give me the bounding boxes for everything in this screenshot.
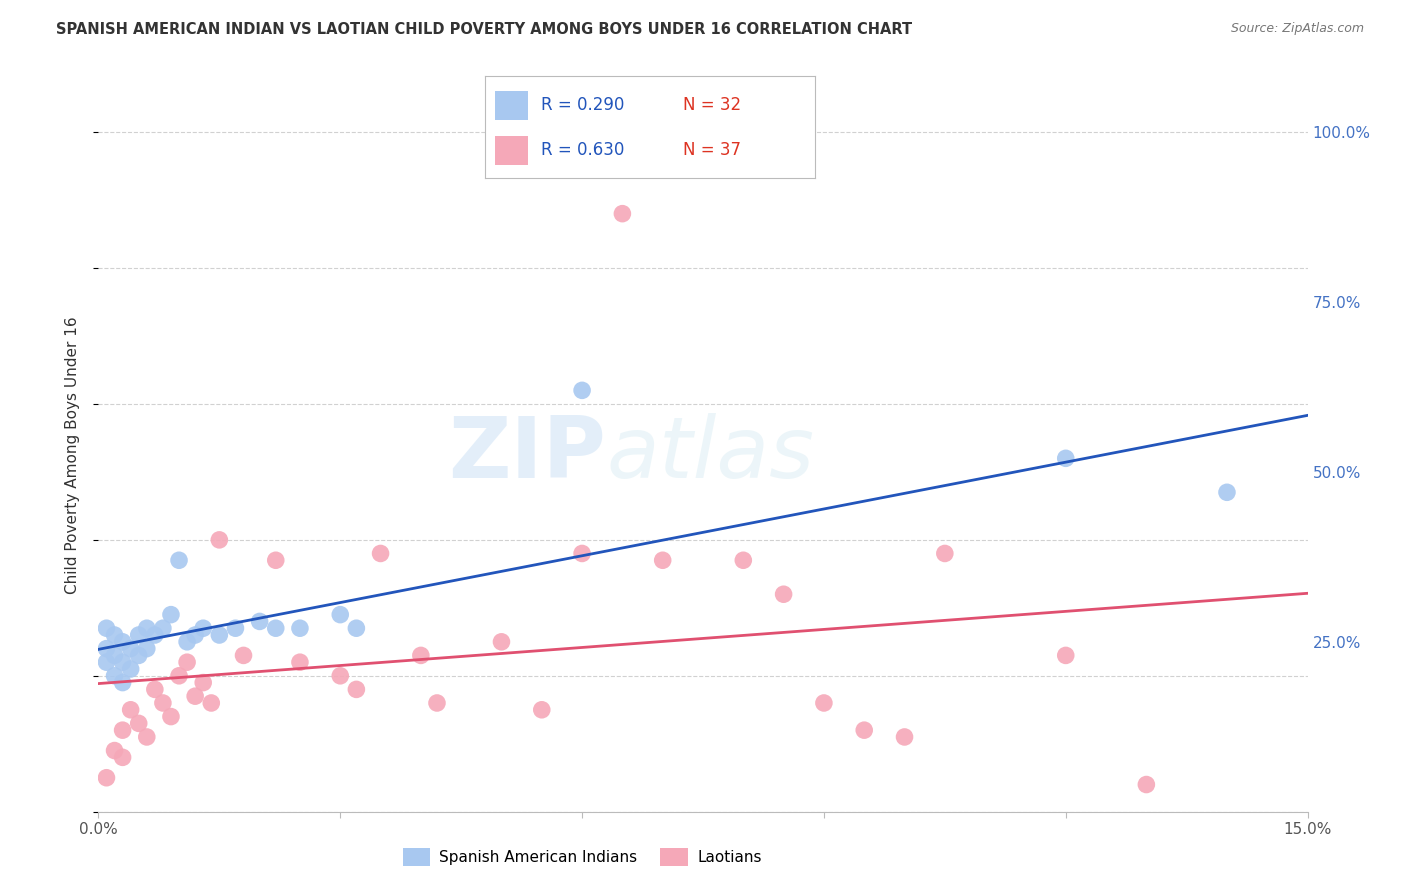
Point	[612, 207, 634, 221]
Point	[111, 723, 134, 738]
Point	[152, 696, 174, 710]
Point	[329, 607, 352, 622]
Point	[208, 628, 231, 642]
Y-axis label: Child Poverty Among Boys Under 16: Child Poverty Among Boys Under 16	[65, 316, 80, 594]
Point	[344, 682, 367, 697]
Point	[167, 553, 190, 567]
Text: N = 32: N = 32	[683, 95, 741, 113]
Point	[370, 546, 392, 560]
Point	[111, 750, 134, 764]
Point	[96, 655, 118, 669]
Point	[103, 743, 125, 757]
Point	[167, 669, 190, 683]
Point	[152, 621, 174, 635]
Point	[111, 655, 134, 669]
Point	[128, 648, 150, 663]
Point	[120, 703, 142, 717]
Point	[176, 635, 198, 649]
Text: R = 0.290: R = 0.290	[541, 95, 624, 113]
Point	[128, 716, 150, 731]
Point	[1216, 485, 1239, 500]
Point	[184, 689, 207, 703]
Point	[264, 553, 287, 567]
Point	[120, 641, 142, 656]
Point	[224, 621, 246, 635]
Text: Source: ZipAtlas.com: Source: ZipAtlas.com	[1230, 22, 1364, 36]
Point	[934, 546, 956, 560]
Point	[96, 771, 118, 785]
Point	[1054, 648, 1077, 663]
Point	[264, 621, 287, 635]
Text: atlas: atlas	[606, 413, 814, 497]
Point	[426, 696, 449, 710]
Point	[208, 533, 231, 547]
Text: ZIP: ZIP	[449, 413, 606, 497]
Point	[135, 641, 157, 656]
Point	[193, 675, 215, 690]
Point	[772, 587, 794, 601]
Point	[1135, 778, 1157, 792]
Point	[103, 628, 125, 642]
Point	[103, 648, 125, 663]
Point	[111, 675, 134, 690]
Bar	[495, 136, 529, 165]
Point	[103, 669, 125, 683]
Point	[120, 662, 142, 676]
Text: R = 0.630: R = 0.630	[541, 141, 624, 159]
Point	[160, 607, 183, 622]
Point	[329, 669, 352, 683]
Point	[193, 621, 215, 635]
Point	[200, 696, 222, 710]
Point	[160, 709, 183, 723]
Point	[96, 641, 118, 656]
Point	[184, 628, 207, 642]
Text: N = 37: N = 37	[683, 141, 741, 159]
Point	[571, 384, 593, 398]
Point	[733, 553, 755, 567]
Point	[491, 635, 513, 649]
Point	[135, 621, 157, 635]
Point	[651, 553, 673, 567]
Point	[288, 621, 311, 635]
Point	[571, 546, 593, 560]
Point	[143, 682, 166, 697]
Point	[344, 621, 367, 635]
Point	[128, 628, 150, 642]
Point	[813, 696, 835, 710]
Point	[232, 648, 254, 663]
Point	[530, 703, 553, 717]
Point	[893, 730, 915, 744]
Bar	[495, 91, 529, 120]
Point	[853, 723, 876, 738]
Point	[135, 730, 157, 744]
Point	[111, 635, 134, 649]
Point	[249, 615, 271, 629]
Point	[143, 628, 166, 642]
Point	[288, 655, 311, 669]
Point	[1054, 451, 1077, 466]
Text: SPANISH AMERICAN INDIAN VS LAOTIAN CHILD POVERTY AMONG BOYS UNDER 16 CORRELATION: SPANISH AMERICAN INDIAN VS LAOTIAN CHILD…	[56, 22, 912, 37]
Legend: Spanish American Indians, Laotians: Spanish American Indians, Laotians	[396, 842, 768, 871]
Point	[409, 648, 432, 663]
Point	[96, 621, 118, 635]
Point	[176, 655, 198, 669]
